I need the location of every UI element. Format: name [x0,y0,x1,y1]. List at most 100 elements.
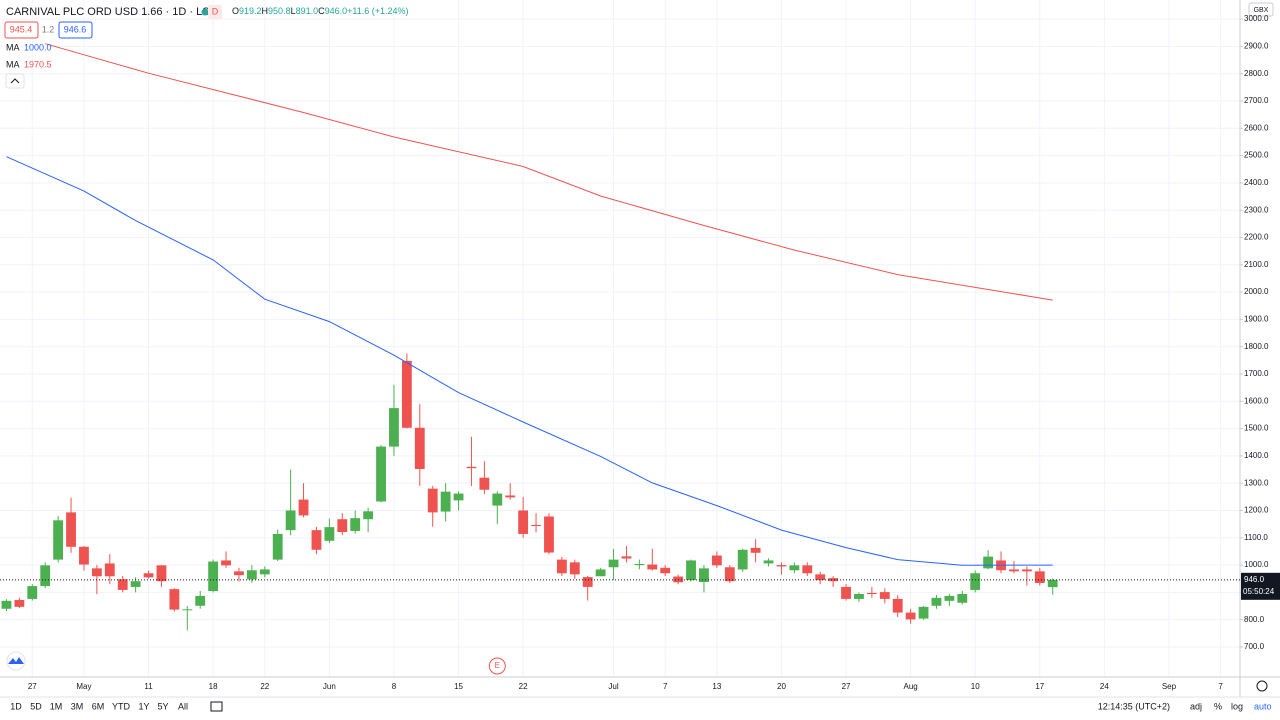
candle-body [750,547,761,553]
ask-box[interactable] [58,21,93,39]
logo[interactable] [6,651,26,671]
candle-body [595,569,606,577]
y-tick-label: 1400.0 [1244,451,1269,460]
candle-body [582,577,593,587]
y-tick-label: 1800.0 [1244,342,1269,351]
candle-body [285,510,296,531]
scale-option[interactable]: adj [1190,701,1202,711]
scale-option[interactable]: log [1231,701,1243,711]
candle-body [479,477,490,490]
candle-body [1021,569,1032,572]
settings-icon[interactable] [1256,680,1268,692]
y-tick-label: 2000.0 [1244,287,1269,296]
candle-body [544,516,554,553]
collapse-button[interactable] [5,73,25,89]
moving-average-line [45,43,1053,301]
bid: 945.4 [10,24,33,34]
candle-body [1,600,12,609]
y-tick-label: 2600.0 [1244,123,1269,132]
candle-body [776,565,787,567]
range-button[interactable]: 1Y [138,701,149,711]
candle-body [1009,569,1019,572]
range-button[interactable]: All [178,701,188,711]
x-tick-label: 10 [971,682,980,691]
candle-body [918,606,929,619]
range-button[interactable]: 5Y [157,701,168,711]
candle-body [789,565,800,571]
bid-box[interactable] [4,21,39,39]
candle-body [40,565,51,587]
x-tick-label: 8 [392,682,397,691]
y-tick-label: 800.0 [1244,615,1265,624]
candle-body [311,530,322,550]
candle-body [221,560,231,566]
candle-body [957,594,968,603]
candle-body [117,579,128,590]
ma-name: MA [6,59,20,69]
ohlc-letter: O [232,6,239,16]
currency-box[interactable] [1248,2,1274,17]
x-tick-label: 27 [842,682,851,691]
x-tick-label: Aug [904,682,918,691]
earnings-label: E [495,661,500,670]
candle-body [104,563,115,577]
date-range-icon[interactable] [210,701,223,712]
earnings-marker [488,657,506,675]
candle-body [556,559,567,574]
y-tick-label: 3000.0 [1244,14,1269,23]
candle-body [324,527,335,541]
candle-body [866,592,877,595]
y-tick-label: 700.0 [1244,642,1265,651]
candle-body [944,595,955,601]
candle-body [828,578,839,582]
currency: GBX [1254,7,1269,14]
candle-body [1034,571,1045,583]
range-button[interactable]: 1D [10,701,22,711]
range-button[interactable]: YTD [112,701,131,711]
candle-body [234,571,244,576]
candle-body [763,560,774,564]
candle-body [879,592,890,599]
range-button[interactable]: 1M [50,701,63,711]
candle-body [854,594,864,599]
y-tick-label: 2500.0 [1244,151,1269,160]
candle-body [983,556,994,569]
x-tick-label: 22 [260,682,269,691]
scale-option[interactable]: auto [1254,701,1272,711]
range-button[interactable]: 3M [71,701,84,711]
y-tick-label: 1700.0 [1244,369,1269,378]
range-button[interactable]: 6M [92,701,105,711]
x-tick-label: Jun [323,682,336,691]
x-tick-label: 20 [777,682,786,691]
candle-body [905,612,916,620]
y-tick-label: 2300.0 [1244,205,1269,214]
x-tick-label: 11 [144,682,153,691]
collapse-icon [10,78,20,84]
candle-body [686,560,696,581]
x-tick-label: 7 [663,682,668,691]
candle-body [892,598,903,613]
ohlc-change: +11.6 (+1.24%) [347,6,408,16]
ohlc-value: 919.2 [239,6,262,16]
x-tick-label: 27 [28,682,37,691]
ma-name: MA [6,42,20,52]
candle-body [195,595,206,606]
badge-bg [208,5,222,19]
ohlc-value: 950.8 [268,6,291,16]
candle-body [427,488,438,513]
candle-body [14,600,25,607]
candle-body [298,499,309,516]
candle-body [79,546,89,565]
y-tick-label: 1100.0 [1244,533,1268,542]
y-tick-label: 2700.0 [1244,96,1269,105]
y-tick-label: 1300.0 [1244,478,1269,487]
range-button[interactable]: 5D [30,701,42,711]
candle-body [376,446,386,502]
y-tick-label: 2800.0 [1244,69,1269,78]
ma-value: 1000.0 [24,42,52,52]
ohlc-letter: H [262,6,269,16]
scale-option[interactable]: % [1214,701,1222,711]
market-status [201,8,209,16]
candle-body [569,562,580,575]
